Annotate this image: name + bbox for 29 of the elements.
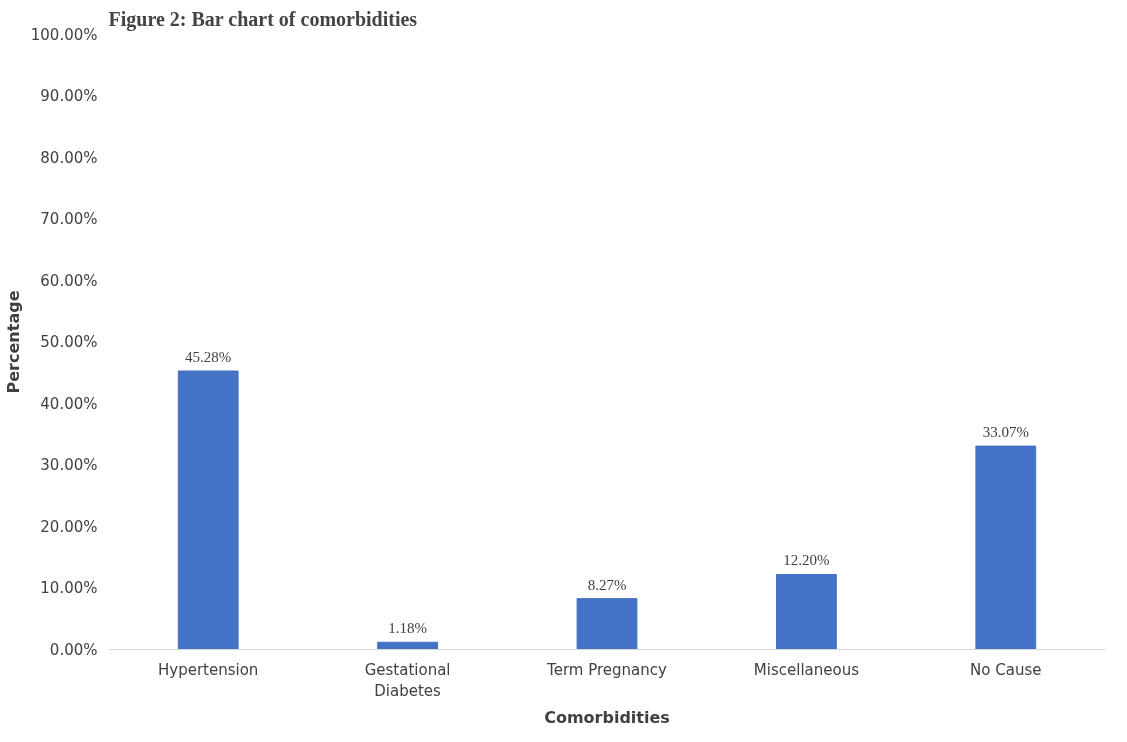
data-label: 33.07% — [982, 424, 1029, 441]
y-tick-label: 60.00% — [40, 271, 98, 290]
y-tick-label: 90.00% — [40, 87, 98, 105]
x-tick-label: No Cause — [970, 660, 1042, 679]
x-tick-label: Gestational Diabetes — [364, 660, 451, 701]
y-tick-label: 20.00% — [40, 517, 98, 536]
bar — [975, 445, 1037, 650]
bar — [775, 573, 837, 650]
bar — [377, 641, 439, 650]
x-tick-label: Term Pregnancy — [546, 660, 668, 679]
bar — [177, 370, 239, 650]
y-tick-label: 40.00% — [40, 394, 98, 413]
y-tick-label: 0.00% — [49, 640, 98, 659]
chart-title: Figure 2: Bar chart of comorbidities — [108, 7, 418, 31]
data-label: 1.18% — [388, 620, 427, 637]
y-tick-label: 100.00% — [30, 25, 98, 44]
x-axis-title: Comorbidities — [544, 708, 670, 728]
y-tick-label: 30.00% — [40, 456, 98, 474]
data-label: 12.20% — [783, 552, 830, 569]
bar — [576, 598, 638, 650]
y-axis-title: Percentage — [3, 290, 23, 394]
x-tick-label: Hypertension — [158, 660, 259, 679]
data-label: 45.28% — [185, 349, 232, 366]
y-tick-label: 50.00% — [40, 333, 98, 351]
y-tick-label: 70.00% — [40, 210, 98, 228]
y-tick-label: 80.00% — [40, 148, 98, 167]
x-tick-label: Miscellaneous — [753, 660, 860, 679]
y-tick-label: 10.00% — [40, 579, 98, 597]
data-label: 8.27% — [587, 576, 627, 593]
